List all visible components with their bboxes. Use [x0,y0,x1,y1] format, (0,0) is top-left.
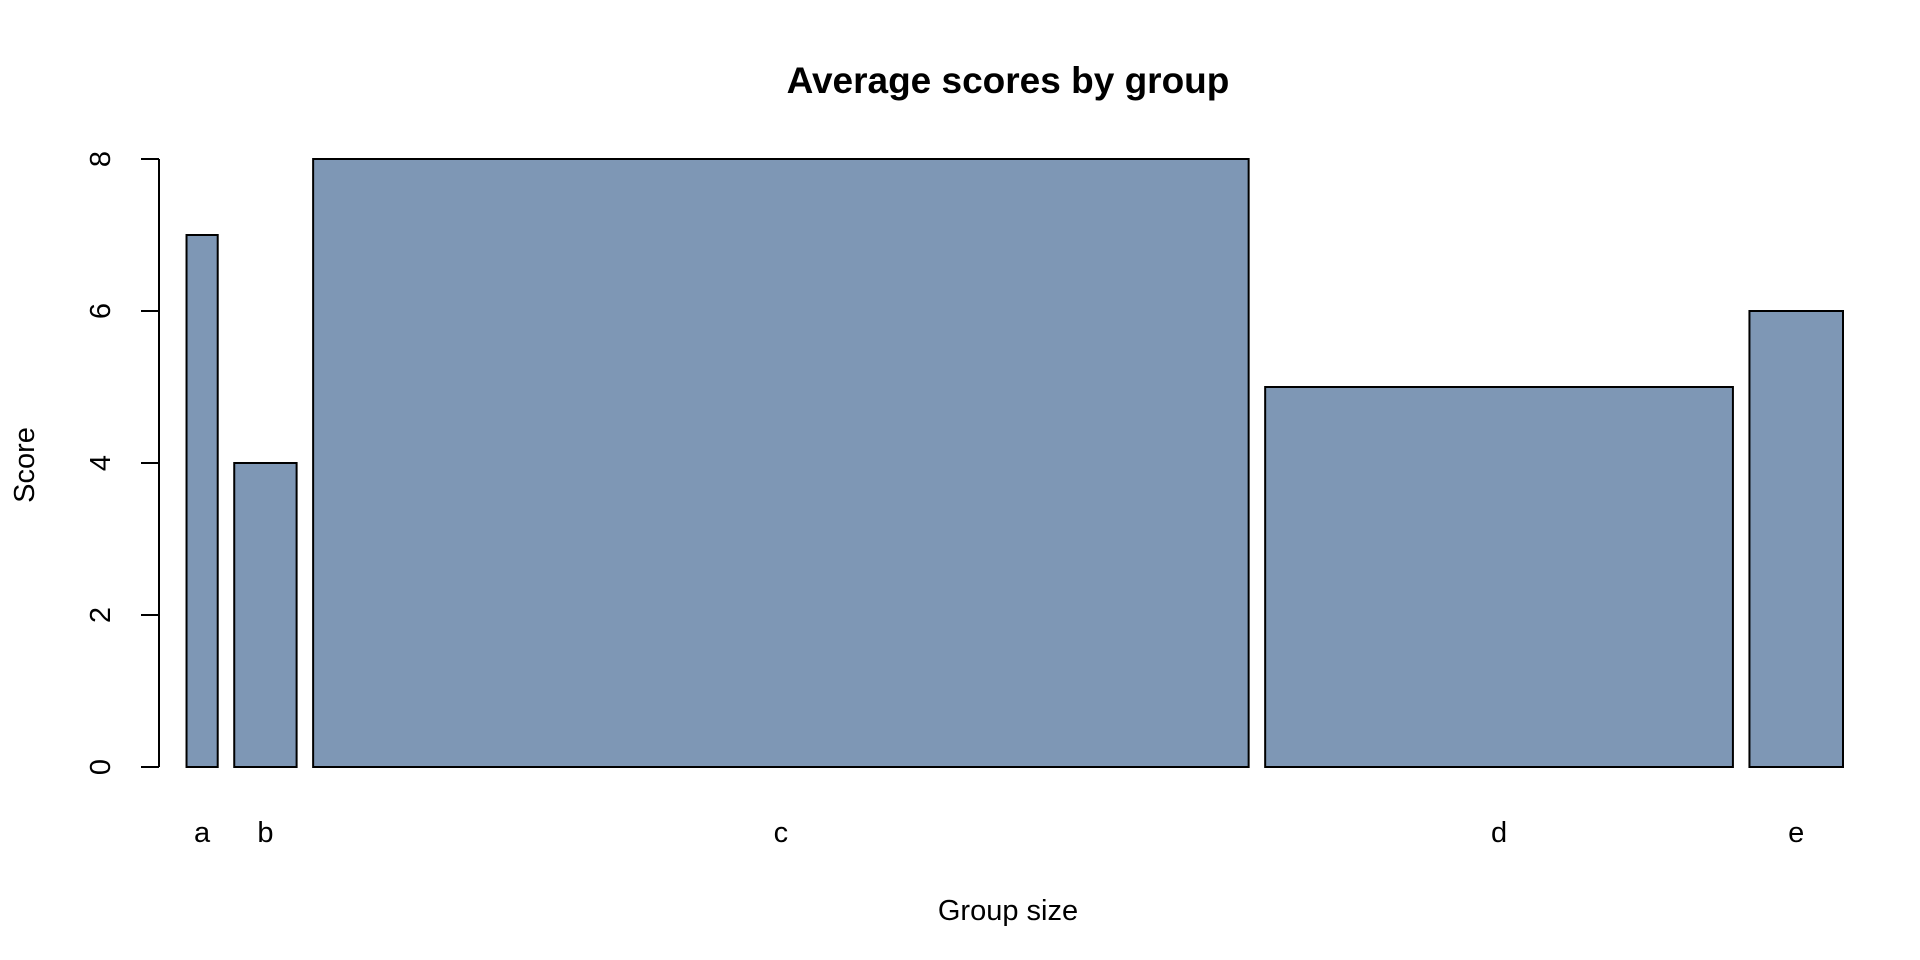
bar-c [312,158,1250,768]
bars-group [185,158,1845,768]
y-tick-label: 6 [85,303,117,319]
x-tick-label: b [257,817,273,849]
y-axis-label: Score [9,427,41,503]
x-tick-label: e [1788,817,1804,849]
y-tick-label: 0 [85,759,117,775]
bar-e [1748,310,1845,768]
y-tick-label: 2 [85,607,117,623]
y-tick-label: 8 [85,151,117,167]
y-tick-label: 4 [85,455,117,471]
x-category-labels: a b c d e [194,817,1804,849]
bar-a [185,234,219,768]
chart-title: Average scores by group [787,60,1230,101]
x-axis-label: Group size [938,895,1078,927]
x-tick-label: c [774,817,789,849]
bar-d [1264,386,1734,768]
bar-b [233,462,298,768]
x-tick-label: d [1491,817,1507,849]
x-tick-label: a [194,817,211,849]
y-axis: 0 2 4 6 8 [85,151,160,775]
